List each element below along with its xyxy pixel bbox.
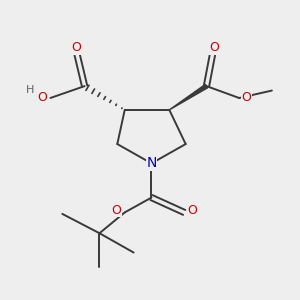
- Text: O: O: [209, 41, 219, 54]
- Polygon shape: [169, 84, 208, 110]
- Text: O: O: [242, 91, 251, 104]
- Text: O: O: [71, 41, 81, 54]
- Text: O: O: [188, 203, 197, 217]
- Text: O: O: [37, 91, 47, 104]
- Text: H: H: [26, 85, 34, 95]
- Text: O: O: [112, 203, 122, 217]
- Text: N: N: [146, 156, 157, 170]
